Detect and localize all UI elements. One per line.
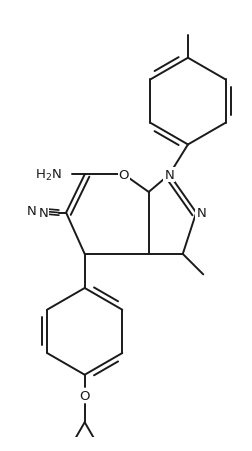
Text: O: O <box>79 389 90 402</box>
Text: N: N <box>27 205 37 217</box>
Text: N: N <box>165 169 174 181</box>
Text: H$_2$N: H$_2$N <box>35 167 62 183</box>
Text: N: N <box>39 207 48 220</box>
Text: N: N <box>197 207 206 220</box>
Text: O: O <box>119 169 129 181</box>
